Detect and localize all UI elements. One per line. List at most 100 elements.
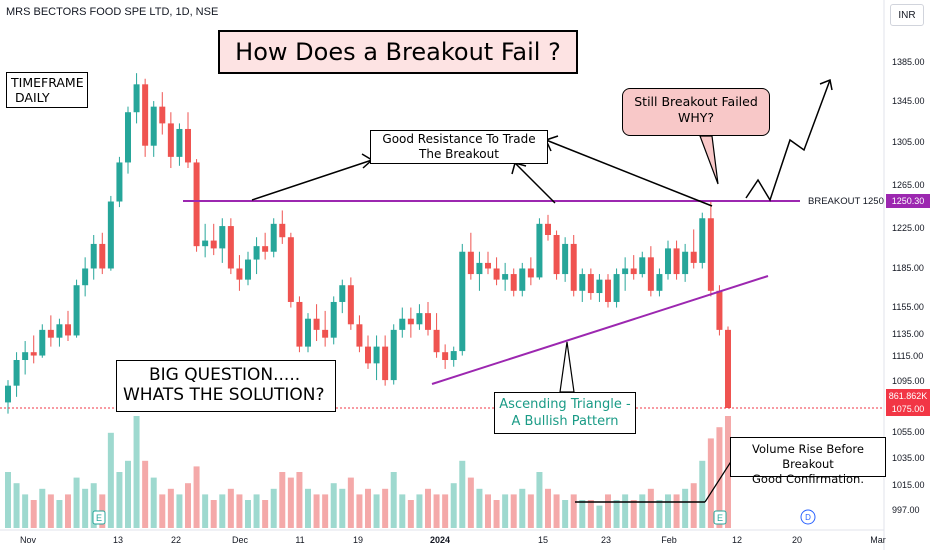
- candle-body[interactable]: [519, 268, 526, 291]
- candle-body[interactable]: [305, 318, 311, 347]
- candle-body[interactable]: [210, 240, 217, 249]
- candle-body[interactable]: [365, 346, 371, 364]
- candle-body[interactable]: [450, 351, 457, 361]
- candle-body[interactable]: [476, 262, 483, 275]
- candle-body[interactable]: [22, 352, 29, 361]
- candle-body[interactable]: [579, 274, 586, 291]
- candle-body[interactable]: [262, 246, 269, 252]
- time-tick-label: 2024: [430, 535, 450, 545]
- candle-body[interactable]: [647, 257, 654, 291]
- candle-body[interactable]: [107, 201, 114, 269]
- time-tick-label: 23: [601, 535, 611, 545]
- candle-body[interactable]: [185, 128, 191, 163]
- candle-body[interactable]: [373, 346, 380, 364]
- price-axis[interactable]: 1385.00 1345.00 1305.00 1265.00 1225.00 1185.…: [883, 0, 925, 550]
- candle-body[interactable]: [99, 243, 106, 269]
- candle-body[interactable]: [587, 274, 594, 294]
- candle-body[interactable]: [707, 218, 714, 291]
- candle-body[interactable]: [356, 324, 363, 347]
- candle-body[interactable]: [176, 128, 183, 157]
- candle-body[interactable]: [553, 235, 560, 275]
- candle-body[interactable]: [605, 279, 611, 302]
- volume-bar: [133, 416, 140, 528]
- still-pointer: [699, 135, 719, 185]
- resistance-box: Good Resistance To Trade The Breakout: [370, 130, 548, 164]
- candle-body[interactable]: [416, 313, 423, 325]
- candle-body[interactable]: [236, 268, 243, 280]
- candle-body[interactable]: [202, 240, 209, 247]
- candle-body[interactable]: [433, 329, 440, 353]
- candle-body[interactable]: [347, 285, 354, 325]
- candle-body[interactable]: [690, 251, 697, 263]
- dividend-marker[interactable]: D: [805, 513, 811, 522]
- candle-body[interactable]: [322, 329, 329, 338]
- time-axis[interactable]: Nov 13 22 Dec 11 19 2024 15 23 Feb 12 20 Mar: [0, 529, 886, 545]
- candle-body[interactable]: [30, 352, 37, 356]
- candle-body[interactable]: [227, 226, 234, 269]
- candle-body[interactable]: [665, 248, 671, 275]
- candle-body[interactable]: [13, 360, 20, 386]
- volume-bar: [459, 460, 466, 528]
- candle-body[interactable]: [622, 268, 629, 275]
- candle-body[interactable]: [699, 218, 706, 263]
- candle-body[interactable]: [56, 324, 63, 338]
- candle-body[interactable]: [253, 246, 260, 260]
- candle-body[interactable]: [725, 329, 731, 408]
- candles: [5, 73, 731, 414]
- candle-body[interactable]: [425, 313, 431, 330]
- candle-body[interactable]: [682, 251, 689, 275]
- volume-bar: [510, 494, 517, 528]
- candle-body[interactable]: [485, 262, 491, 269]
- candle-body[interactable]: [116, 162, 123, 202]
- candle-body[interactable]: [313, 318, 320, 330]
- candle-body[interactable]: [639, 257, 646, 275]
- candle-body[interactable]: [382, 346, 389, 381]
- candle-body[interactable]: [125, 112, 131, 163]
- candle-body[interactable]: [65, 324, 71, 336]
- candle-body[interactable]: [502, 274, 509, 280]
- candle-body[interactable]: [150, 106, 157, 146]
- ascending-trendline[interactable]: [431, 275, 769, 385]
- candle-body[interactable]: [287, 237, 294, 302]
- earnings-marker-1[interactable]: E: [96, 513, 102, 523]
- candle-body[interactable]: [219, 226, 226, 249]
- candle-body[interactable]: [459, 251, 466, 352]
- candle-body[interactable]: [245, 259, 251, 280]
- candle-body[interactable]: [562, 243, 569, 275]
- candle-body[interactable]: [613, 274, 620, 302]
- candle-body[interactable]: [133, 84, 140, 113]
- candle-body[interactable]: [5, 385, 11, 403]
- candle-body[interactable]: [493, 268, 500, 280]
- candle-body[interactable]: [570, 243, 577, 291]
- candle-body[interactable]: [407, 318, 414, 325]
- candle-body[interactable]: [167, 123, 174, 157]
- candle-body[interactable]: [296, 301, 303, 347]
- candle-body[interactable]: [467, 251, 474, 275]
- candle-body[interactable]: [390, 329, 397, 381]
- candle-body[interactable]: [159, 106, 166, 124]
- candle-body[interactable]: [90, 243, 97, 269]
- candle-body[interactable]: [716, 290, 723, 330]
- candle-body[interactable]: [270, 223, 277, 252]
- candle-body[interactable]: [536, 223, 543, 278]
- candle-body[interactable]: [596, 279, 603, 294]
- candle-body[interactable]: [442, 352, 449, 361]
- candle-body[interactable]: [193, 162, 200, 247]
- candle-body[interactable]: [279, 223, 286, 238]
- candle-body[interactable]: [527, 268, 534, 278]
- candle-body[interactable]: [82, 268, 89, 286]
- candle-body[interactable]: [339, 285, 346, 302]
- candle-body[interactable]: [330, 301, 337, 338]
- candle-body[interactable]: [656, 274, 663, 291]
- candle-body[interactable]: [39, 329, 46, 356]
- candle-body[interactable]: [630, 268, 637, 275]
- candle-body[interactable]: [73, 285, 80, 336]
- candle-body[interactable]: [47, 329, 54, 338]
- candle-body[interactable]: [399, 318, 406, 330]
- candle-body[interactable]: [545, 223, 551, 235]
- candle-body[interactable]: [510, 274, 517, 291]
- earnings-marker-2[interactable]: E: [717, 513, 723, 523]
- currency-selector[interactable]: INR: [890, 4, 924, 26]
- candle-body[interactable]: [673, 248, 680, 275]
- candle-body[interactable]: [142, 84, 149, 146]
